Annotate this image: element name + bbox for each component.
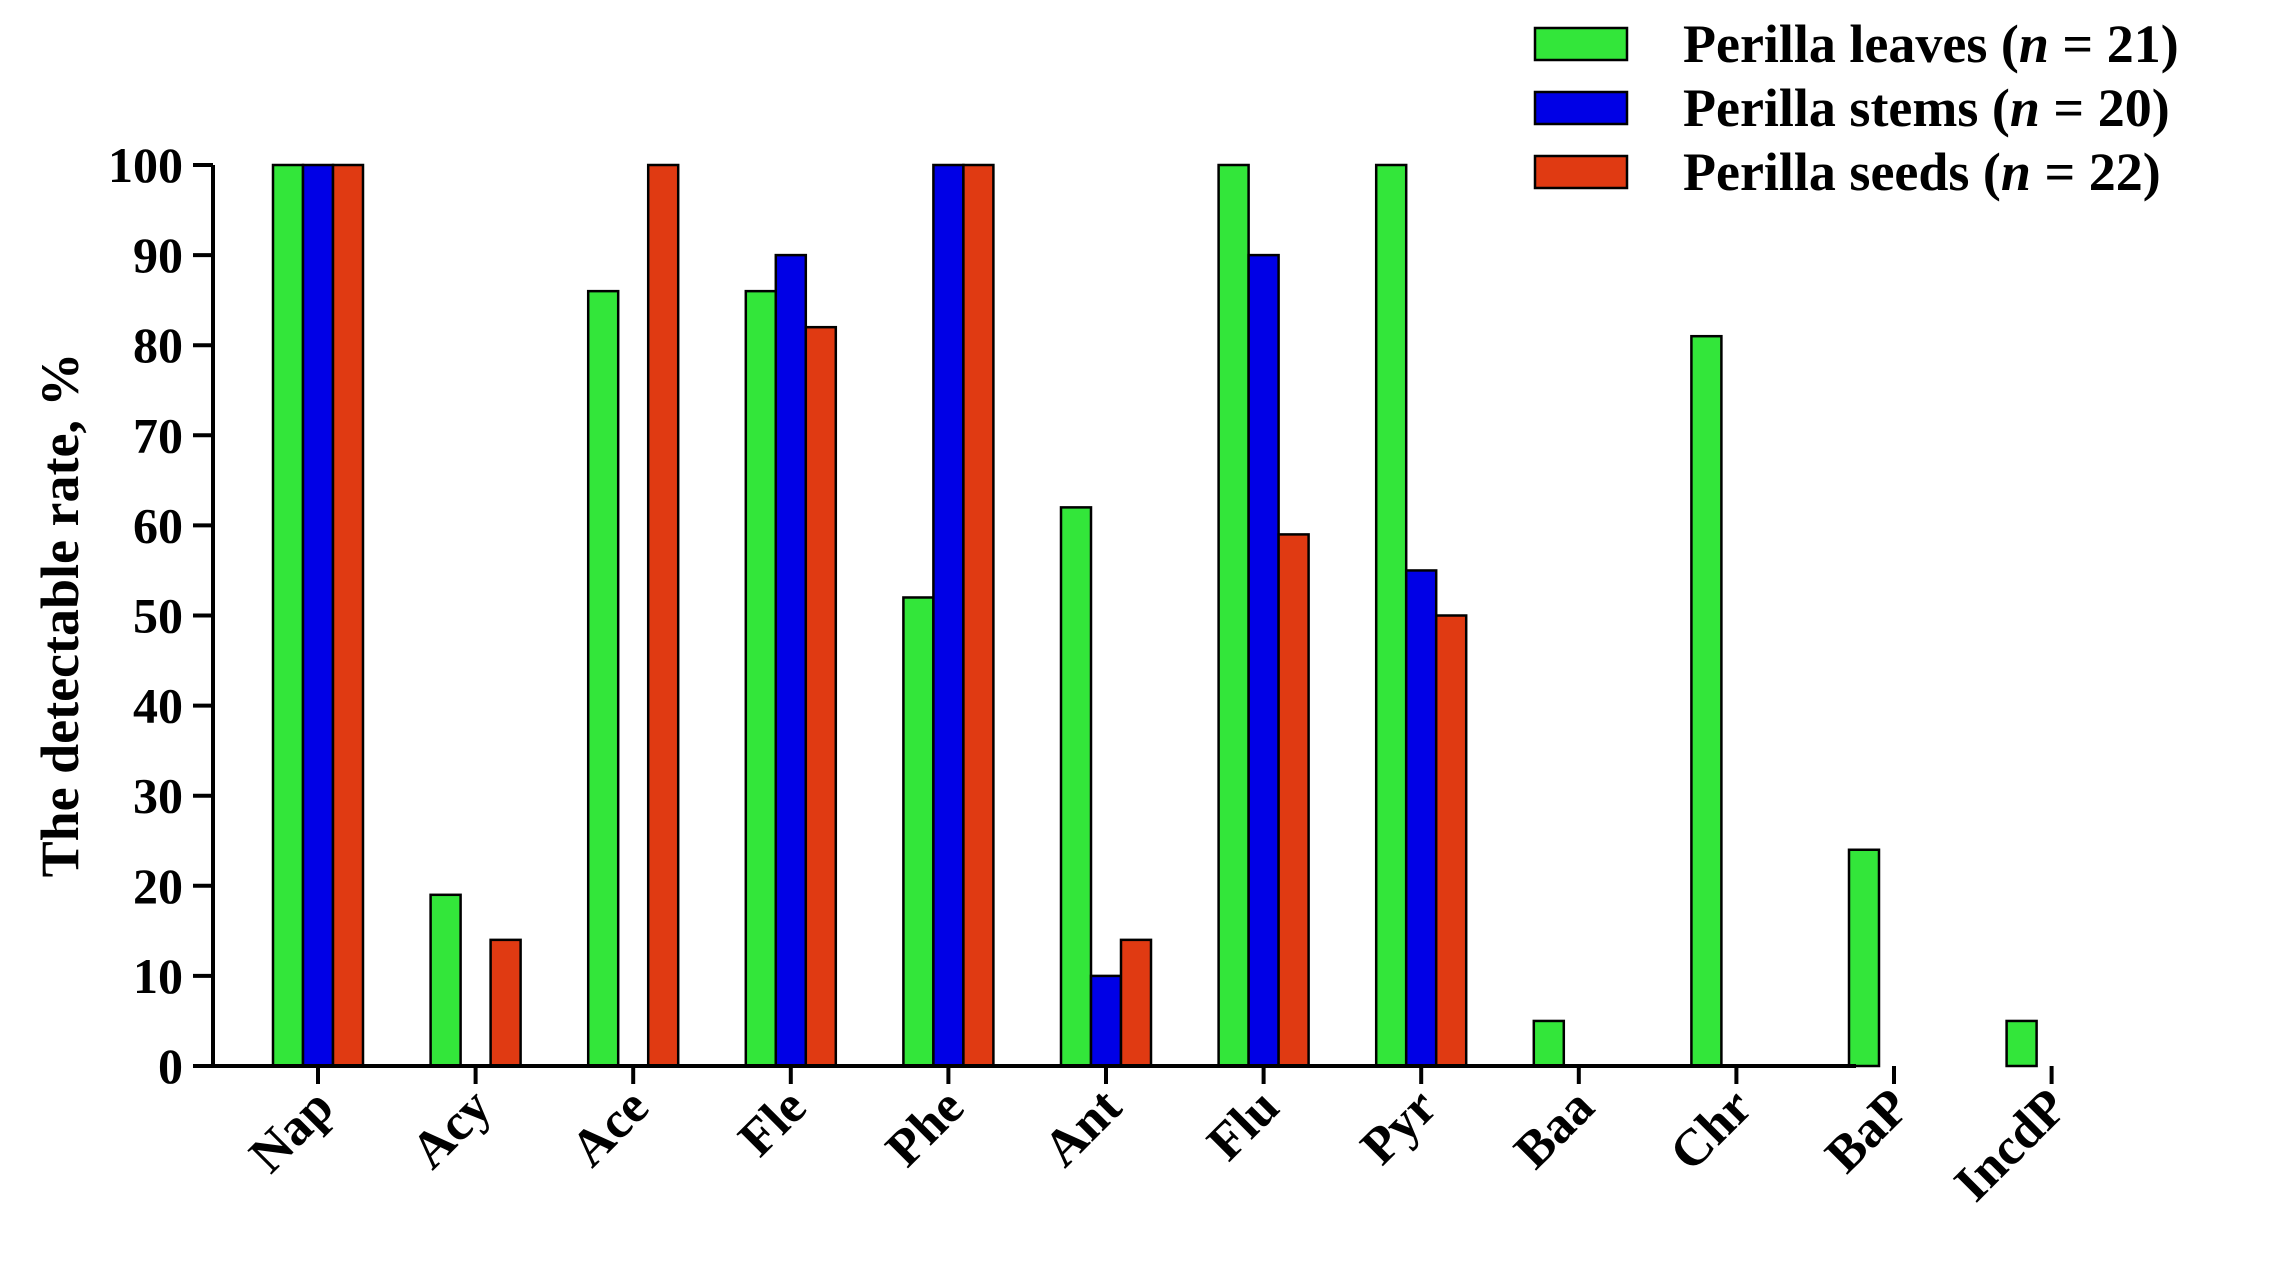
y-tick-label: 70 <box>133 407 183 463</box>
y-ticks: 0 10 20 30 40 50 60 70 80 90 100 <box>108 137 213 1094</box>
bar-phe-series-2 <box>932 163 965 1068</box>
bar-baa-series-1 <box>1532 1019 1566 1068</box>
legend-label-prefix: Perilla stems ( <box>1683 78 2010 138</box>
x-tick-label-pyr: Pyr <box>1350 1078 1447 1175</box>
x-tick-label-phe: Phe <box>875 1078 975 1178</box>
y-axis-title: The detectable rate, % <box>30 353 90 878</box>
x-ticks: Nap Acy Ace Fle Phe Ant Flu Pyr Baa Chr BaP IncdP <box>239 1066 2078 1212</box>
bar-incdp-series-1 <box>2005 1019 2038 1068</box>
y-tick-label: 20 <box>133 858 183 914</box>
x-tick-label-ace: Ace <box>560 1078 660 1178</box>
bar-pyr-series-2 <box>1404 569 1438 1068</box>
bar-ace-series-3 <box>646 163 680 1068</box>
bar-nap-series-1 <box>271 163 305 1068</box>
legend-label-suffix: = 22) <box>2031 142 2161 202</box>
bar-ace-series-1 <box>586 289 620 1068</box>
y-tick-label: 10 <box>133 948 183 1004</box>
legend: Perilla leaves (n = 21)Perilla stems (n … <box>1533 14 2179 202</box>
x-tick-label-chr: Chr <box>1659 1078 1763 1182</box>
legend-swatch-2 <box>1533 90 1629 126</box>
legend-label-suffix: = 21) <box>2049 14 2179 74</box>
bar-nap-series-2 <box>301 163 335 1068</box>
bars-layer <box>271 163 2038 1068</box>
bar-bap-series-1 <box>1847 848 1881 1068</box>
bar-acy-series-3 <box>489 938 522 1068</box>
y-tick-label: 100 <box>108 137 183 193</box>
x-tick-label-incdp: IncdP <box>1944 1078 2078 1212</box>
bar-nap-series-3 <box>331 163 365 1068</box>
bar-fle-series-2 <box>774 253 808 1068</box>
y-tick-label: 50 <box>133 588 183 644</box>
bar-acy-series-1 <box>429 893 462 1068</box>
y-tick-label: 90 <box>133 227 183 283</box>
bar-ant-series-3 <box>1119 938 1153 1068</box>
x-tick-label-nap: Nap <box>239 1078 345 1184</box>
bar-chr-series-1 <box>1690 334 1723 1068</box>
legend-label-suffix: = 20) <box>2040 78 2170 138</box>
bar-fle-series-1 <box>744 289 778 1068</box>
bar-ant-series-1 <box>1059 506 1093 1068</box>
y-tick-label: 40 <box>133 678 183 734</box>
y-tick-label: 30 <box>133 768 183 824</box>
bar-fle-series-3 <box>804 325 838 1068</box>
legend-swatch-1 <box>1533 26 1629 62</box>
bar-flu-series-1 <box>1217 163 1250 1068</box>
legend-label-n: n <box>2019 14 2049 74</box>
bar-pyr-series-1 <box>1374 163 1408 1068</box>
legend-label-3: Perilla seeds (n = 22) <box>1683 142 2161 202</box>
y-tick-label: 80 <box>133 317 183 373</box>
bar-flu-series-3 <box>1277 533 1310 1068</box>
legend-label-n: n <box>2010 78 2040 138</box>
x-tick-label-baa: Baa <box>1504 1078 1606 1180</box>
x-tick-label-acy: Acy <box>401 1078 503 1180</box>
y-tick-label: 0 <box>158 1038 183 1094</box>
legend-label-n: n <box>2001 142 2031 202</box>
legend-label-prefix: Perilla leaves ( <box>1683 14 2019 74</box>
bar-flu-series-2 <box>1247 253 1280 1068</box>
legend-label-1: Perilla leaves (n = 21) <box>1683 14 2179 74</box>
legend-swatch-3 <box>1533 154 1629 190</box>
x-tick-label-bap: BaP <box>1815 1078 1921 1184</box>
bar-phe-series-1 <box>902 596 935 1068</box>
bar-phe-series-3 <box>962 163 995 1068</box>
y-tick-label: 60 <box>133 497 183 553</box>
x-tick-label-ant: Ant <box>1033 1078 1133 1178</box>
bar-pyr-series-3 <box>1434 614 1468 1068</box>
legend-label-2: Perilla stems (n = 20) <box>1683 78 2170 138</box>
x-tick-label-flu: Flu <box>1197 1078 1290 1171</box>
x-tick-label-fle: Fle <box>728 1078 817 1167</box>
legend-label-prefix: Perilla seeds ( <box>1683 142 2001 202</box>
bar-ant-series-2 <box>1089 974 1123 1068</box>
